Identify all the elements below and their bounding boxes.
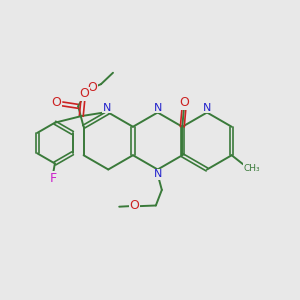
Text: O: O — [88, 81, 98, 94]
Text: F: F — [50, 172, 57, 185]
Text: N: N — [153, 103, 162, 113]
Text: N: N — [153, 169, 162, 179]
Text: O: O — [51, 96, 61, 109]
Text: CH₃: CH₃ — [244, 164, 260, 173]
Text: N: N — [203, 103, 211, 113]
Text: N: N — [103, 103, 111, 113]
Text: O: O — [79, 87, 89, 101]
Text: O: O — [179, 96, 189, 109]
Text: O: O — [129, 199, 139, 212]
